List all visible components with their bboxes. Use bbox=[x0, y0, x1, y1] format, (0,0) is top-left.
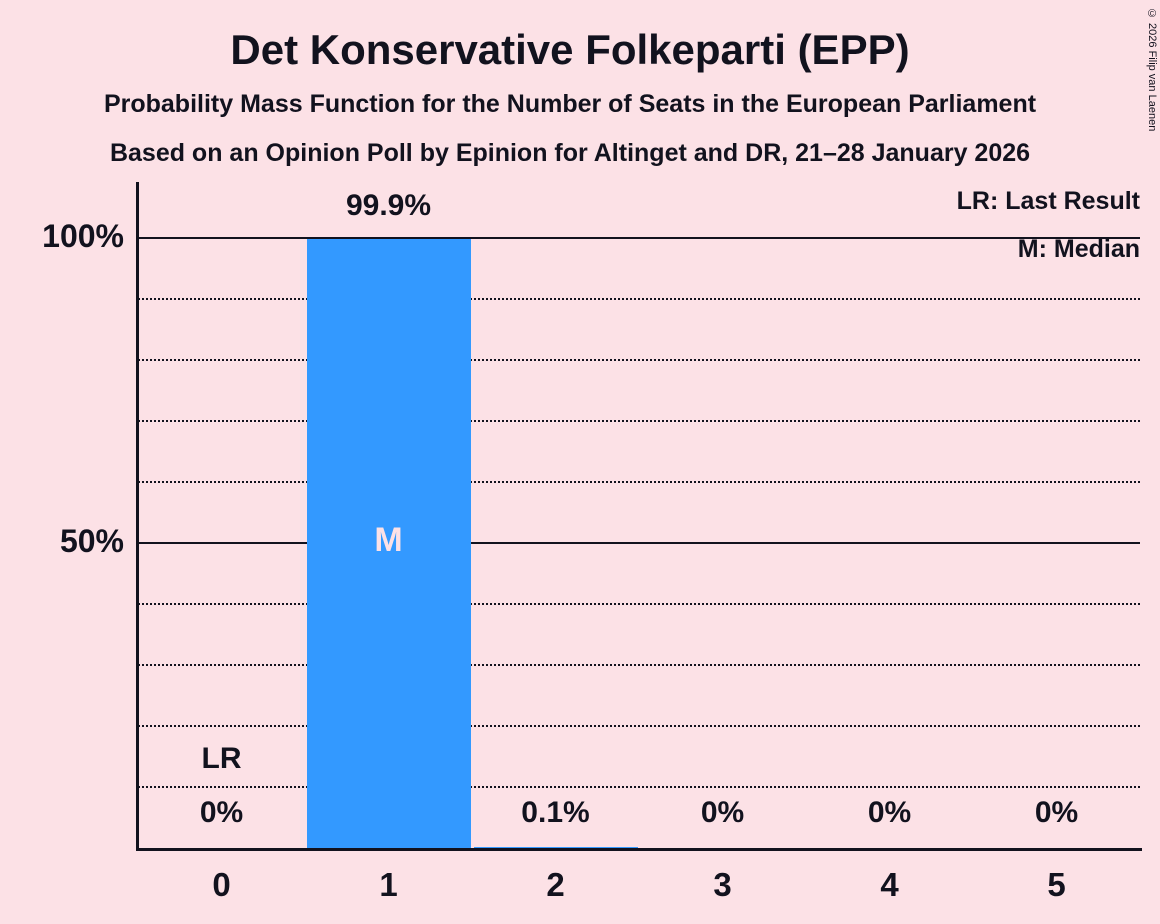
gridline-70pct bbox=[138, 420, 1140, 422]
value-label-seat-0: 0% bbox=[199, 796, 244, 829]
bar-seat-2 bbox=[473, 847, 638, 848]
y-axis-line bbox=[136, 182, 139, 851]
gridline-60pct bbox=[138, 481, 1140, 483]
x-axis-label-seat-3: 3 bbox=[713, 866, 732, 903]
chart-subtitle-method: Probability Mass Function for the Number… bbox=[103, 90, 1037, 118]
value-label-seat-5: 0% bbox=[1034, 796, 1079, 829]
value-label-seat-1: 99.9% bbox=[345, 188, 432, 222]
gridline-80pct bbox=[138, 359, 1140, 361]
x-axis-line bbox=[136, 848, 1142, 851]
value-label-seat-2: 0.1% bbox=[521, 796, 590, 829]
gridline-40pct bbox=[138, 603, 1140, 605]
x-axis-label-seat-2: 2 bbox=[546, 866, 565, 903]
x-axis-label-seat-5: 5 bbox=[1047, 866, 1066, 903]
y-tick-label-50pct: 50% bbox=[59, 523, 124, 559]
chart-subtitle-poll: Based on an Opinion Poll by Epinion for … bbox=[109, 139, 1031, 167]
median-marker: M bbox=[374, 521, 403, 559]
x-axis-label-seat-4: 4 bbox=[880, 866, 899, 903]
legend-last-result: LR: Last Result bbox=[956, 187, 1140, 215]
gridline-10pct bbox=[138, 786, 1140, 788]
x-axis-label-seat-0: 0 bbox=[212, 866, 231, 903]
gridline-100pct bbox=[138, 237, 1140, 239]
copyright-text: © 2026 Filip van Laenen bbox=[1146, 8, 1158, 132]
y-tick-label-100pct: 100% bbox=[42, 218, 124, 254]
gridline-20pct bbox=[138, 725, 1140, 727]
last-result-marker: LR bbox=[201, 742, 242, 775]
value-label-seat-3: 0% bbox=[700, 796, 745, 829]
x-axis-label-seat-1: 1 bbox=[379, 866, 398, 903]
gridline-30pct bbox=[138, 664, 1140, 666]
gridline-50pct bbox=[138, 542, 1140, 544]
bar-seat-1 bbox=[306, 238, 471, 848]
legend-median: M: Median bbox=[1017, 235, 1140, 263]
value-label-seat-4: 0% bbox=[867, 796, 912, 829]
gridline-90pct bbox=[138, 298, 1140, 300]
chart-title: Det Konservative Folkeparti (EPP) bbox=[230, 26, 910, 73]
